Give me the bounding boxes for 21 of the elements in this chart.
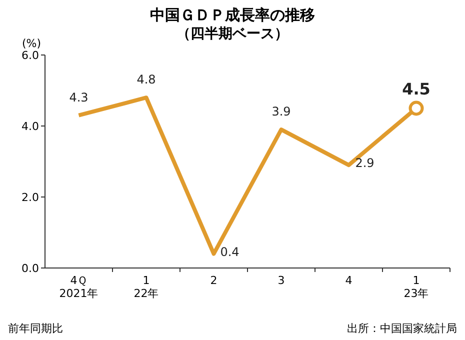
- chart-title: 中国ＧＤＰ成長率の推移: [150, 6, 315, 24]
- data-label: 3.9: [272, 104, 291, 119]
- y-tick-label: 0.0: [22, 262, 39, 275]
- data-label: 0.4: [220, 244, 240, 259]
- y-tick-label: 6.0: [22, 49, 39, 62]
- text: 出所：中国国家統計局: [347, 322, 457, 335]
- text: 前年同期比: [8, 322, 63, 335]
- chart-subtitle: （四半期ベース）: [176, 26, 288, 42]
- x-tick-label: 1 23年: [404, 274, 429, 300]
- x-tick-label: 4: [345, 274, 352, 287]
- y-axis-title: (%): [22, 37, 42, 50]
- y-tick-label: 4.0: [22, 120, 39, 133]
- data-label: 2.9: [355, 156, 374, 170]
- data-label: 4.3: [69, 90, 88, 104]
- x-tick-label: 2: [210, 274, 218, 287]
- data-label: 4.8: [136, 72, 156, 87]
- x-tick-label: 4Ｑ 2021年: [59, 274, 98, 300]
- data-label: 4.5: [402, 79, 430, 98]
- y-tick-label: 2.0: [22, 191, 39, 204]
- x-tick-label: 3: [278, 274, 285, 287]
- x-tick-label: 1 22年: [134, 274, 159, 300]
